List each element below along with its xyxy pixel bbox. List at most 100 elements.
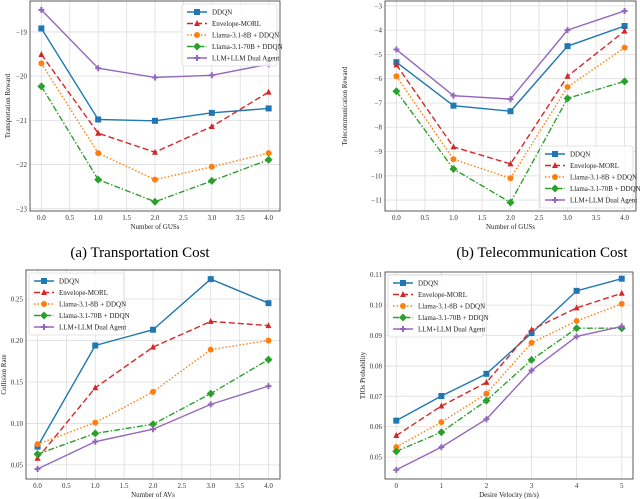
data-point (573, 317, 580, 324)
x-tick-label: 1.5 (122, 214, 131, 222)
data-point (483, 390, 490, 397)
legend-marker (400, 291, 406, 297)
y-tick-label: −23 (16, 205, 27, 213)
data-point (265, 105, 272, 112)
y-tick-label: −4 (375, 27, 383, 35)
data-point (208, 163, 215, 170)
data-point (620, 77, 629, 86)
x-tick-label: 2.5 (179, 214, 188, 222)
x-tick-label: 4 (575, 482, 579, 490)
data-point (151, 197, 159, 206)
data-point (34, 441, 41, 448)
legend-label: DDQN (418, 280, 438, 288)
y-tick-label: 0.07 (370, 393, 383, 401)
data-point (208, 72, 215, 79)
data-point (450, 143, 457, 150)
series-line (395, 278, 622, 422)
data-point (265, 300, 272, 307)
x-tick-label: 3.0 (563, 214, 572, 222)
x-tick-label: 3.0 (206, 482, 215, 490)
legend-label: LLM+LLM Dual Agent (570, 197, 637, 205)
x-tick-label: 1 (440, 482, 444, 490)
data-point (564, 27, 571, 34)
data-point (207, 276, 214, 283)
y-tick-label: −19 (16, 28, 27, 36)
data-point (528, 367, 535, 374)
y-tick-label: 0.09 (370, 332, 383, 340)
data-point (573, 287, 580, 294)
data-point (207, 176, 216, 185)
data-point (618, 275, 625, 282)
y-tick-label: −21 (16, 117, 27, 125)
data-point (438, 419, 445, 426)
data-point (264, 155, 273, 164)
data-point (483, 370, 490, 377)
x-tick-label: 1.0 (91, 482, 100, 490)
legend: DDQN Envelope-MORL Llama-3.1-8B + DDQN Llam… (539, 145, 640, 209)
data-point (507, 160, 514, 167)
data-point (95, 129, 102, 136)
series-line (395, 47, 625, 180)
legend-marker (41, 301, 47, 307)
caption-a: (a) Transportation Cost (70, 245, 210, 261)
data-point (207, 401, 214, 408)
x-tick-label: 3.0 (207, 214, 216, 222)
data-point (621, 7, 628, 14)
data-point (450, 102, 457, 109)
data-point (618, 289, 625, 296)
legend-marker (194, 9, 200, 15)
data-point (152, 117, 158, 124)
y-tick-label: 0.10 (11, 420, 24, 428)
x-tick-label: 4.0 (264, 482, 273, 490)
x-tick-label: 0.0 (37, 214, 46, 222)
x-tick-label: 4.0 (264, 214, 273, 222)
data-point (94, 175, 103, 184)
x-tick-label: 0.0 (392, 214, 401, 222)
chart-1: 0.0 0.5 1.0 1.5 2.0 2.5 3.0 3.5 4.0 −3 −4 −5 −6 −7 −8 −… (341, 0, 640, 231)
x-tick-label: 0.0 (33, 482, 42, 490)
y-tick-label: 0.05 (11, 461, 24, 469)
x-tick-label: 2.0 (149, 482, 158, 490)
x-tick-label: 1.0 (94, 214, 103, 222)
legend-marker (400, 280, 406, 286)
data-point (152, 74, 158, 81)
data-point (449, 165, 458, 173)
legend-label: Envelope-MORL (59, 289, 108, 297)
legend-label: Envelope-MORL (418, 291, 467, 299)
data-point (483, 416, 490, 423)
legend: DDQN Envelope-MORL Llama-3.1-8B + DDQN Llam… (387, 274, 489, 338)
data-point (392, 87, 401, 96)
x-tick-label: 1.5 (478, 214, 487, 222)
data-point (527, 355, 536, 364)
x-tick-label: 1.5 (120, 482, 129, 490)
y-tick-label: −11 (371, 197, 382, 205)
data-point (506, 198, 515, 207)
data-point (437, 428, 446, 437)
data-point (393, 46, 400, 53)
y-tick-label: 0.08 (370, 362, 383, 370)
y-axis-label: Collision Rate (0, 354, 8, 394)
data-point (208, 109, 215, 116)
legend-marker (552, 174, 558, 180)
y-axis-label: TIOs Probability (359, 351, 367, 399)
series-line (395, 327, 622, 452)
data-point (37, 82, 46, 91)
legend-marker (552, 151, 558, 157)
data-point (265, 88, 272, 95)
data-point (152, 148, 158, 155)
legend: DDQN Envelope-MORL Llama-3.1-8B + DDQN Llam… (181, 3, 283, 67)
data-point (265, 383, 272, 390)
plot-frame (25, 269, 281, 480)
data-point (393, 73, 400, 80)
legend-label: Llama-3.1-8B + DDQN (418, 303, 485, 311)
y-tick-label: −22 (16, 161, 27, 169)
legend-marker (194, 20, 200, 26)
legend-label: Llama-3.1-70B + DDQN (570, 185, 640, 193)
data-point (621, 44, 628, 51)
legend-label: Envelope-MORL (570, 162, 619, 170)
data-point (393, 432, 400, 439)
y-tick-label: −6 (375, 75, 383, 83)
legend-label: LLM+LLM Dual Agent (418, 326, 485, 334)
data-point (207, 317, 214, 324)
data-point (38, 25, 45, 32)
